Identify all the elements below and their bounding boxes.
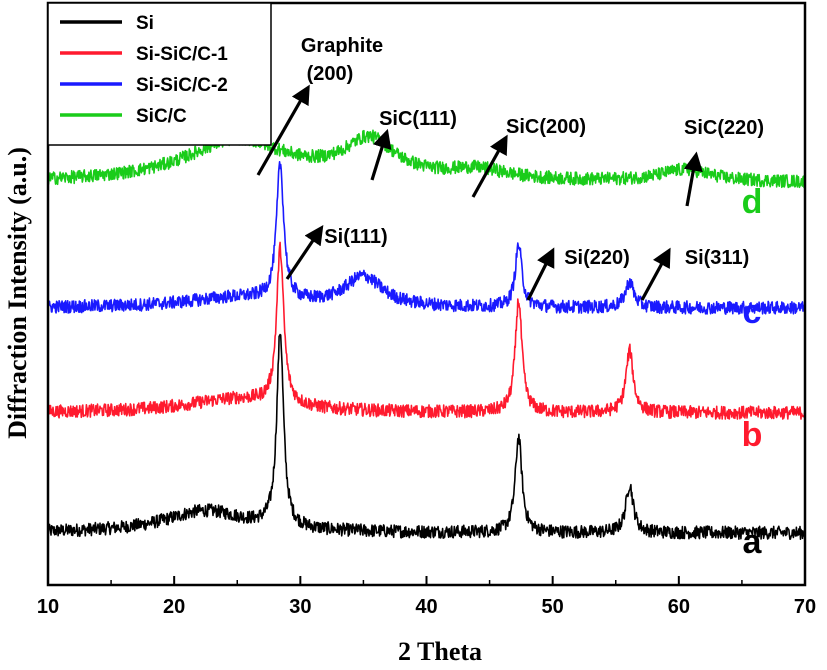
- curve-letter-a: a: [743, 523, 763, 561]
- legend: Si Si-SiC/C-1 Si-SiC/C-2 SiC/C: [47, 2, 272, 146]
- legend-label-b: Si-SiC/C-1: [136, 44, 228, 65]
- x-tick-label: 60: [668, 596, 690, 618]
- annotation-label: Si(111): [324, 226, 387, 248]
- annotation-label-line2: (200): [307, 63, 354, 85]
- x-tick-label: 50: [542, 596, 564, 618]
- legend-label-d: SiC/C: [136, 106, 187, 127]
- annotation-arrow: [471, 134, 508, 198]
- annotation-label: Graphite: [301, 35, 383, 57]
- legend-label-c: Si-SiC/C-2: [136, 75, 228, 96]
- curve-letter-b: b: [742, 416, 763, 454]
- annotation-label: Si(311): [685, 247, 749, 269]
- annotation-arrow: [285, 225, 324, 280]
- series-line-b: [47, 241, 806, 420]
- annotation-arrow: [683, 151, 703, 207]
- annotation-arrow: [526, 247, 555, 301]
- series-line-c: [47, 161, 806, 315]
- x-tick-label: 20: [163, 596, 185, 618]
- curve-letter-c: c: [743, 293, 762, 331]
- x-tick-label: 40: [415, 596, 437, 618]
- annotation-arrow: [640, 247, 671, 301]
- annotation-arrow: [256, 84, 310, 176]
- curve-letters-layer: a b c d: [742, 183, 763, 561]
- annotations-layer: Graphite (200) SiC(111) SiC(200) SiC(220) Si(…: [256, 35, 764, 301]
- annotation-label: Si(220): [564, 247, 630, 269]
- x-tick-label: 70: [794, 596, 816, 618]
- legend-box: [47, 2, 272, 146]
- x-axis-title: 2 Theta: [398, 637, 482, 665]
- series-layer: [47, 129, 806, 541]
- curve-letter-d: d: [742, 183, 763, 221]
- y-axis-title: Diffraction Intensity (a.u.): [3, 147, 32, 439]
- annotation-arrow: [370, 128, 392, 181]
- annotation-label: SiC(220): [684, 117, 764, 139]
- annotation-label: SiC(200): [506, 116, 586, 138]
- x-axis-ticks: 10 20 30 40 50 60 70: [37, 576, 816, 618]
- series-line-a: [47, 333, 806, 541]
- series-line-d: [47, 129, 806, 189]
- x-tick-label: 30: [289, 596, 311, 618]
- legend-label-a: Si: [136, 13, 154, 34]
- x-tick-label: 10: [37, 596, 59, 618]
- annotation-label: SiC(111): [379, 108, 457, 130]
